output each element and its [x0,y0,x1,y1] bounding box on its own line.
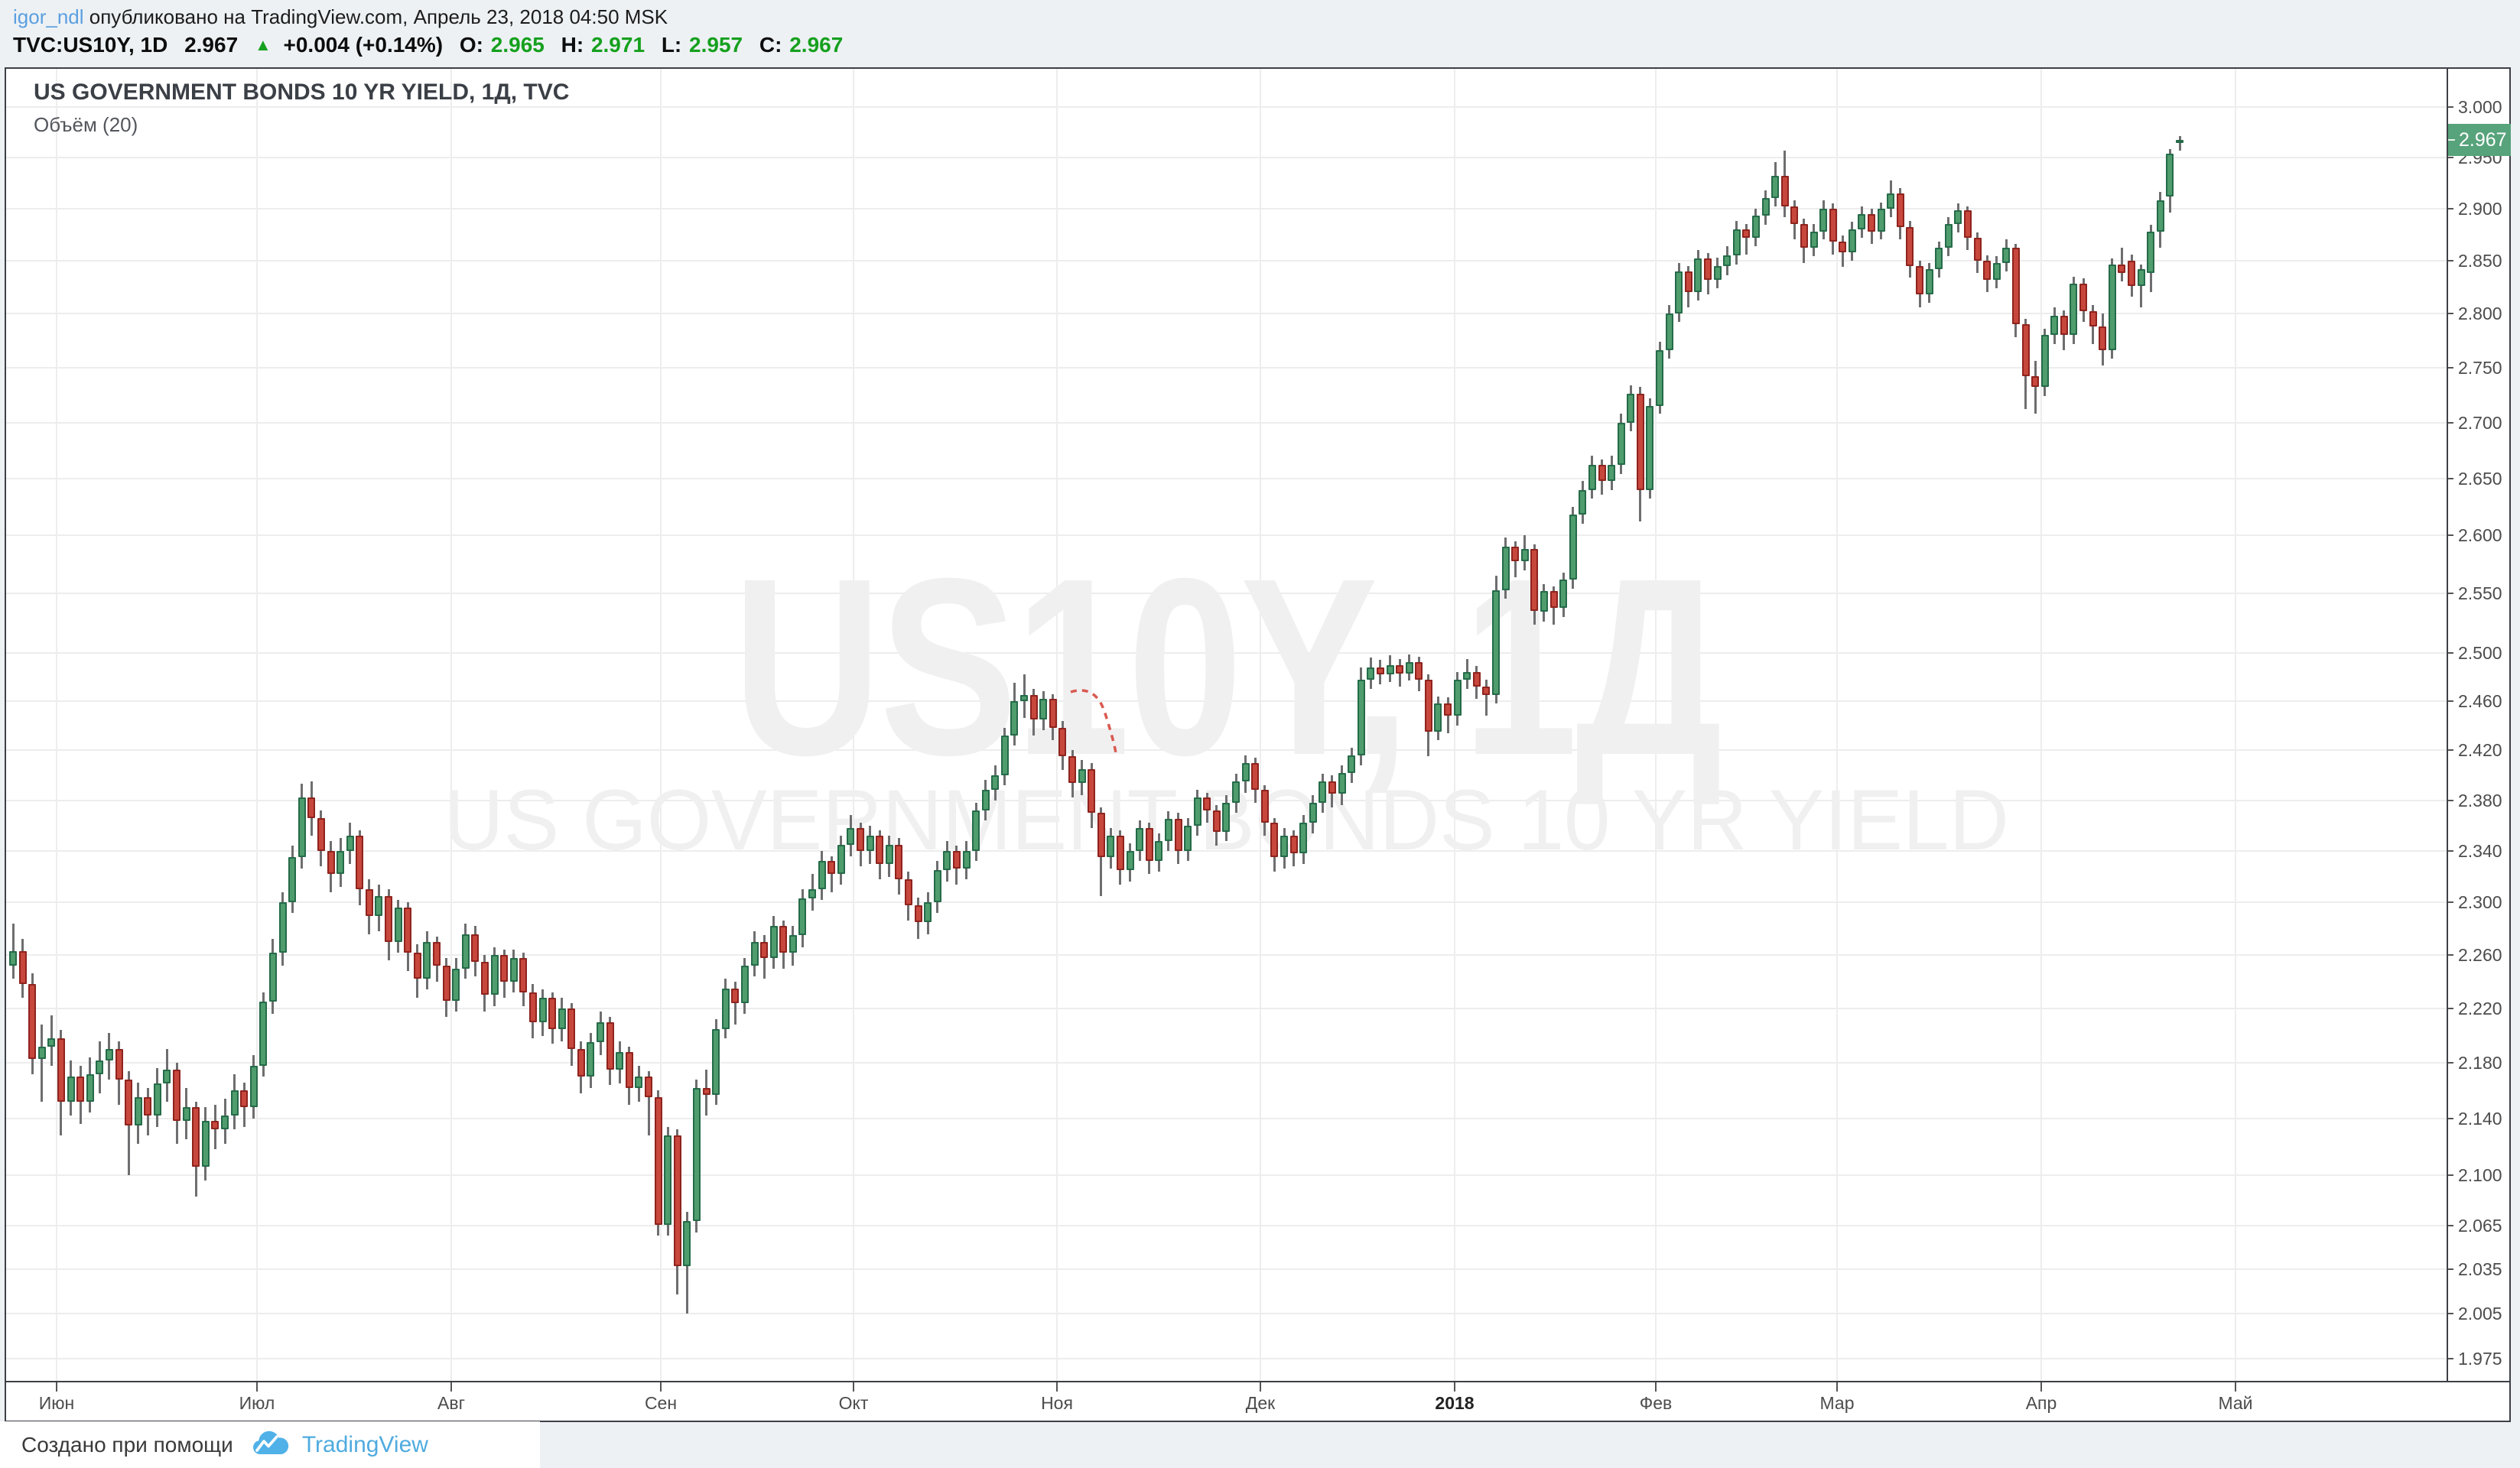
tradingview-cloud-icon[interactable] [250,1431,291,1460]
badge-price: 2.967 [2459,128,2507,151]
indicator-label[interactable]: Объём (20) [34,113,138,136]
attribution-text: Создано при помощи [21,1432,233,1457]
quote-bar: TVC:US10Y, 1D 2.967 ▲ +0.004 (+0.14%) O:… [13,33,854,57]
open-value: 2.965 [490,33,545,57]
badge-tick-icon [2448,139,2455,141]
attribution-bar: Создано при помощи TradingView [0,1421,540,1468]
last-price: 2.967 [184,33,239,57]
price-axis-divider [2447,69,2448,1381]
published-text: опубликовано на TradingView.com, Апрель … [89,5,668,28]
chart-frame [5,67,2511,1422]
time-axis-divider [6,1381,2511,1382]
username-link[interactable]: igor_ndl [13,5,84,28]
last-price-badge: 2.967 [2448,124,2511,157]
close-label: C: [759,33,782,57]
open-label: O: [459,33,483,57]
chart-title: US GOVERNMENT BONDS 10 YR YIELD, 1Д, TVC [34,80,570,105]
low-value: 2.957 [689,33,743,57]
symbol-label: TVC:US10Y, 1D [13,33,168,57]
up-triangle-icon: ▲ [254,35,272,54]
price-change: +0.004 (+0.14%) [283,33,444,57]
annotation-dashed-arc [1070,689,1117,754]
low-label: L: [661,33,682,57]
high-value: 2.971 [590,33,645,57]
published-bar: igor_ndl опубликовано на TradingView.com… [13,5,668,29]
close-value: 2.967 [789,33,844,57]
tradingview-brand-link[interactable]: TradingView [301,1431,428,1457]
high-label: H: [561,33,584,57]
